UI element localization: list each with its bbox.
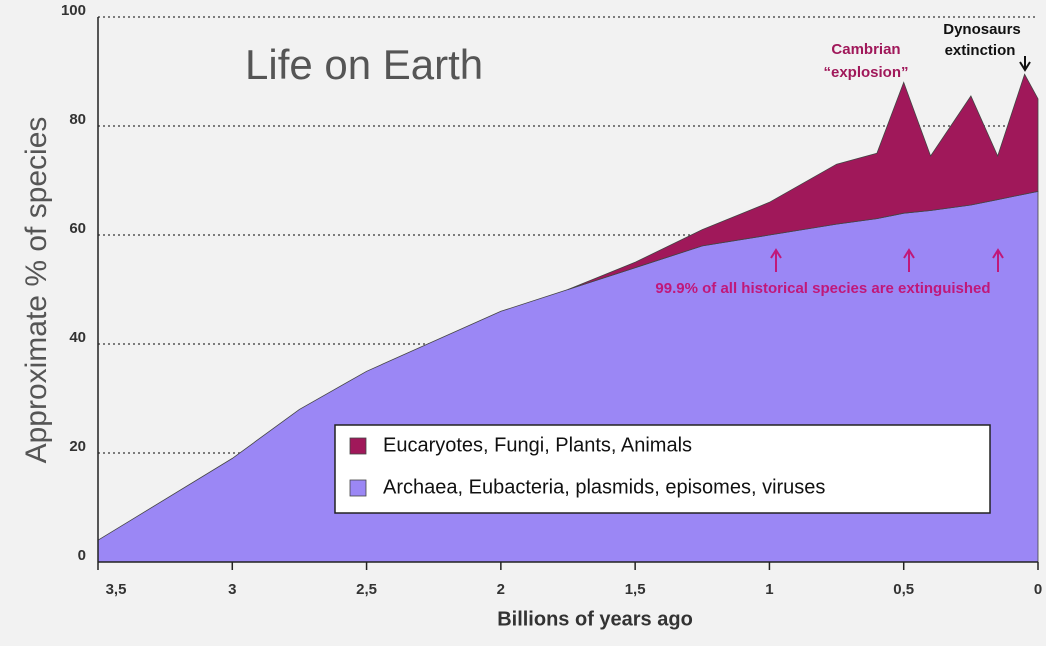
x-tick-label: 2 [497, 581, 505, 598]
y-tick-label: 80 [69, 111, 86, 128]
arrows [770, 248, 1004, 272]
legend-box [334, 424, 991, 514]
legend-label: Eucaryotes, Fungi, Plants, Animals [383, 434, 692, 456]
annotation: 99.9% of all historical species are exti… [655, 280, 990, 297]
legend-swatch [349, 479, 367, 497]
legend-label: Archaea, Eubacteria, plasmids, episomes,… [383, 476, 825, 498]
y-tick-label: 20 [69, 438, 86, 455]
legend-swatch [349, 437, 367, 455]
legend: Eucaryotes, Fungi, Plants, Animals Archae… [334, 424, 991, 514]
annotation: extinction [945, 42, 1016, 59]
x-tick-label: 2,5 [356, 581, 377, 598]
x-tick-label: 3 [228, 581, 236, 598]
axes: 0 20 40 60 80 100 3,5 3 2,5 2 1,5 1 0,5 0 [61, 2, 1042, 598]
annotation: Dynosaurs [943, 21, 1021, 38]
x-tick-label: 1,5 [625, 581, 646, 598]
x-tick-label: 1 [765, 581, 773, 598]
y-tick-label: 0 [78, 547, 86, 564]
arrow [1019, 56, 1031, 72]
annotation: “explosion” [823, 64, 908, 81]
y-tick-label: 60 [69, 220, 86, 237]
y-tick-label: 40 [69, 329, 86, 346]
x-tick-label: 3,5 [106, 581, 127, 598]
chart-title: Life on Earth [245, 41, 483, 88]
y-tick-label: 100 [61, 2, 86, 19]
area [567, 73, 1039, 290]
x-tick-label: 0 [1034, 581, 1042, 598]
x-tick-label: 0,5 [893, 581, 914, 598]
annotation: Cambrian [831, 41, 900, 58]
y-axis-label: Approximate % of species [20, 117, 53, 464]
x-axis-label: Billions of years ago [497, 608, 693, 630]
